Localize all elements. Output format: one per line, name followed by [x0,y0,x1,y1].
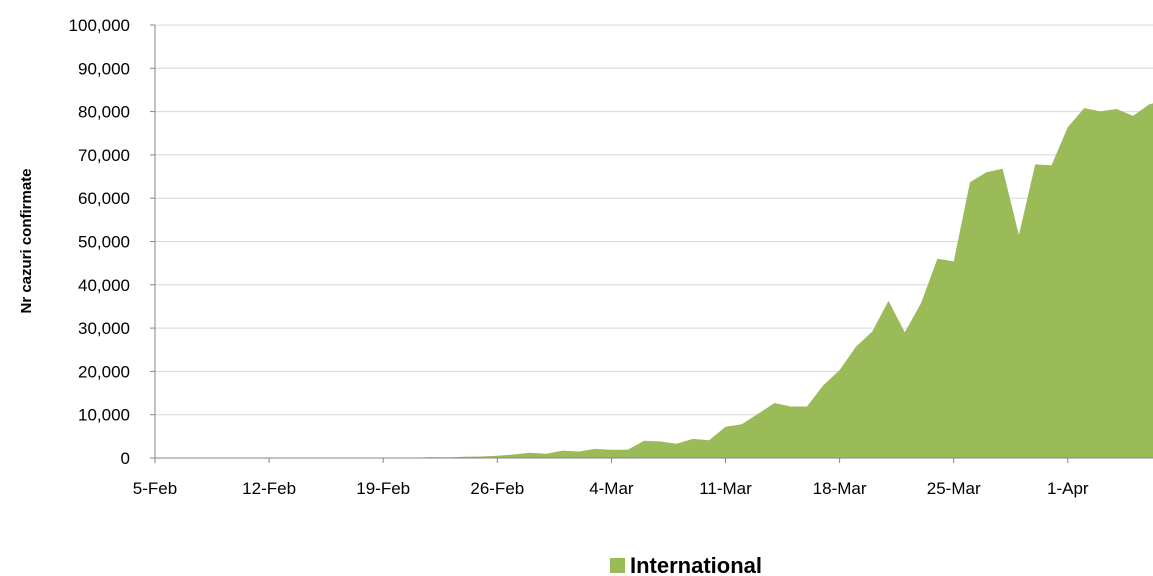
x-tick-label-5: 11-Mar [699,479,752,498]
legend: International [610,553,762,576]
y-tick-label-30000: 30,000 [78,319,130,338]
x-tick-label-2: 19-Feb [356,479,410,498]
axes [150,24,1153,463]
x-tick-label-3: 26-Feb [470,479,524,498]
x-tick-label-6: 18-Mar [813,479,867,498]
y-tick-label-50000: 50,000 [78,233,130,252]
x-tick-labels: 5-Feb 12-Feb 19-Feb 26-Feb 4-Mar 11-Mar 18-Mar… [133,479,1089,498]
x-tick-label-7: 25-Mar [927,479,981,498]
x-tick-label-8: 1-Apr [1047,479,1089,498]
y-tick-labels: 0 10,000 20,000 30,000 40,000 50,000 60,000 70,… [69,16,130,468]
x-tick-label-1: 12-Feb [242,479,296,498]
y-tick-label-60000: 60,000 [78,189,130,208]
y-tick-label-80000: 80,000 [78,103,130,122]
y-tick-label-40000: 40,000 [78,276,130,295]
y-axis-title: Nr cazuri confirmate [18,168,35,313]
series-area-international [155,103,1153,458]
y-tick-label-90000: 90,000 [78,59,130,78]
y-tick-label-10000: 10,000 [78,406,130,425]
y-tick-label-0: 0 [121,449,130,468]
legend-swatch-international [610,558,625,573]
x-tick-label-4: 4-Mar [589,479,634,498]
legend-label-international: International [630,553,762,576]
series-area-layer [155,103,1153,458]
y-tick-label-70000: 70,000 [78,146,130,165]
y-tick-label-100000: 100,000 [69,16,130,35]
y-tick-label-20000: 20,000 [78,362,130,381]
gridlines [155,24,1153,416]
x-tick-label-0: 5-Feb [133,479,177,498]
